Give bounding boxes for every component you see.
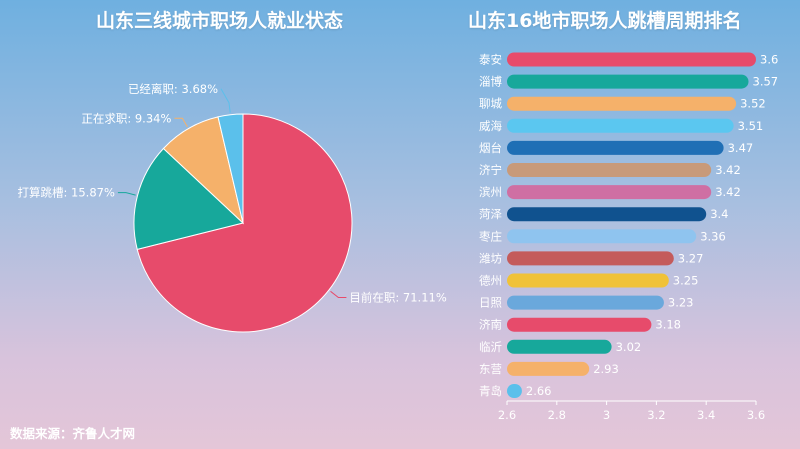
bar-value-label: 3.02 — [616, 340, 642, 354]
bar-value-label: 3.18 — [655, 318, 681, 332]
bar-category-label: 日照 — [479, 296, 502, 310]
bar-8 — [507, 207, 707, 222]
bar-10 — [507, 251, 674, 266]
bar-value-label: 3.51 — [738, 119, 764, 133]
pie-slice-1 — [136, 113, 353, 333]
bar-category-label: 青岛 — [479, 384, 502, 398]
bar-6 — [507, 163, 712, 177]
bar-13 — [507, 317, 652, 332]
bar-category-label: 东营 — [479, 362, 502, 376]
bar-value-label: 3.47 — [728, 141, 754, 155]
x-axis-tick-label: 2.6 — [498, 408, 516, 422]
bar-value-label: 3.6 — [760, 53, 778, 67]
bar-category-label: 烟台 — [479, 141, 502, 155]
bar-value-label: 3.52 — [740, 97, 766, 111]
pie-chart-title: 山东三线城市职场人就业状态 — [96, 10, 344, 32]
bar-value-label: 3.27 — [678, 251, 704, 265]
pie-leader-line-1 — [330, 290, 347, 298]
pie-leader-line-4 — [220, 88, 231, 113]
bar-2 — [507, 74, 749, 89]
bar-value-label: 2.93 — [593, 362, 619, 376]
pie-leader-line-2 — [117, 192, 136, 196]
pie-slice-label-1: 目前在职: 71.11% — [349, 291, 446, 305]
bar-value-label: 3.57 — [753, 75, 779, 89]
pie-slice-label-3: 正在求职: 9.34% — [81, 111, 171, 125]
bar-14 — [507, 339, 612, 354]
bar-value-label: 2.66 — [526, 384, 552, 398]
bar-category-label: 济南 — [479, 318, 502, 332]
bar-chart: 泰安 3.6 淄博 3.57 聊城 3.52 威海 3.51 烟台 3.47 济宁 3.42 滨州 3.4… — [479, 52, 779, 422]
bar-category-label: 淄博 — [479, 75, 502, 89]
bar-7 — [507, 185, 712, 200]
bar-9 — [507, 229, 697, 244]
x-axis-tick-label: 3 — [603, 408, 610, 422]
bar-1 — [507, 52, 756, 67]
bar-category-label: 滨州 — [479, 185, 502, 199]
data-source-note: 数据来源：齐鲁人才网 — [10, 426, 136, 441]
x-axis-tick-label: 3.2 — [647, 408, 665, 422]
pie-slice-4 — [217, 113, 244, 224]
bar-category-label: 枣庄 — [479, 229, 502, 243]
bar-value-label: 3.42 — [715, 163, 741, 177]
pie-slice-label-4: 已经离职: 3.68% — [128, 82, 218, 96]
bar-value-label: 3.23 — [668, 296, 694, 310]
pie-leader-line-3 — [174, 117, 188, 128]
bar-value-label: 3.25 — [673, 274, 699, 288]
bar-12 — [507, 295, 664, 310]
x-axis-tick-label: 2.8 — [548, 408, 566, 422]
x-axis-tick-label: 3.6 — [747, 408, 765, 422]
bar-chart-title: 山东16地市职场人跳槽周期排名 — [468, 10, 742, 32]
bar-category-label: 泰安 — [479, 53, 502, 67]
pie-chart: 目前在职: 71.11% 打算跳槽: 15.87% 正在求职: 9.34% 已经离职:… — [18, 82, 447, 333]
bar-value-label: 3.42 — [715, 185, 741, 199]
bar-4 — [507, 118, 734, 133]
bar-category-label: 临沂 — [479, 340, 502, 354]
bar-category-label: 德州 — [479, 274, 502, 288]
bar-15 — [507, 361, 590, 376]
pie-slice-label-2: 打算跳槽: 15.87% — [18, 186, 115, 200]
bar-category-label: 菏泽 — [479, 207, 502, 221]
bar-category-label: 聊城 — [479, 97, 502, 111]
x-axis-tick-label: 3.4 — [697, 408, 715, 422]
bar-5 — [507, 140, 724, 155]
pie-slice-2 — [133, 147, 245, 250]
bar-3 — [507, 96, 737, 111]
bar-category-label: 威海 — [479, 119, 502, 133]
bar-16 — [507, 384, 522, 398]
bar-category-label: 潍坊 — [479, 251, 502, 265]
bar-value-label: 3.36 — [700, 229, 726, 243]
bar-11 — [507, 273, 669, 288]
bar-category-label: 济宁 — [479, 163, 502, 177]
bar-value-label: 3.4 — [710, 207, 728, 221]
